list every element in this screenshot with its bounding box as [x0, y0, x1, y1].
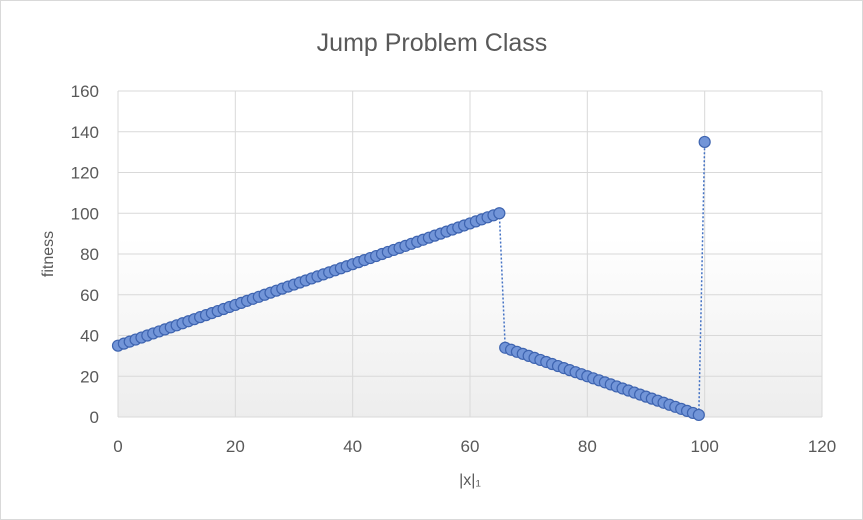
x-tick-label: 80: [578, 437, 597, 456]
tick-labels: 0 20 40 60 80 100 120 140 160 0 20 40 60 80 100 120: [71, 82, 837, 456]
data-point: [692, 408, 705, 422]
data-points: [111, 135, 711, 422]
chart-title: Jump Problem Class: [317, 29, 548, 57]
y-axis-title: fitness: [40, 231, 57, 277]
x-axis-title: |x|₁: [459, 472, 481, 489]
x-tick-label: 60: [461, 437, 480, 456]
x-tick-label: 120: [808, 437, 836, 456]
y-tick-label: 20: [80, 367, 99, 386]
y-tick-label: 100: [71, 204, 99, 223]
x-tick-label: 100: [690, 437, 718, 456]
x-tick-label: 0: [113, 437, 122, 456]
data-point: [493, 207, 506, 220]
y-tick-label: 160: [71, 82, 99, 101]
y-tick-label: 80: [80, 245, 99, 264]
x-tick-label: 40: [343, 437, 362, 456]
y-tick-label: 40: [80, 327, 99, 346]
gridlines: [117, 90, 823, 418]
y-tick-label: 60: [80, 286, 99, 305]
data-point: [698, 135, 711, 149]
y-tick-label: 0: [90, 408, 99, 427]
x-tick-label: 20: [226, 437, 245, 456]
y-tick-label: 140: [71, 123, 99, 142]
y-tick-label: 120: [71, 164, 99, 183]
